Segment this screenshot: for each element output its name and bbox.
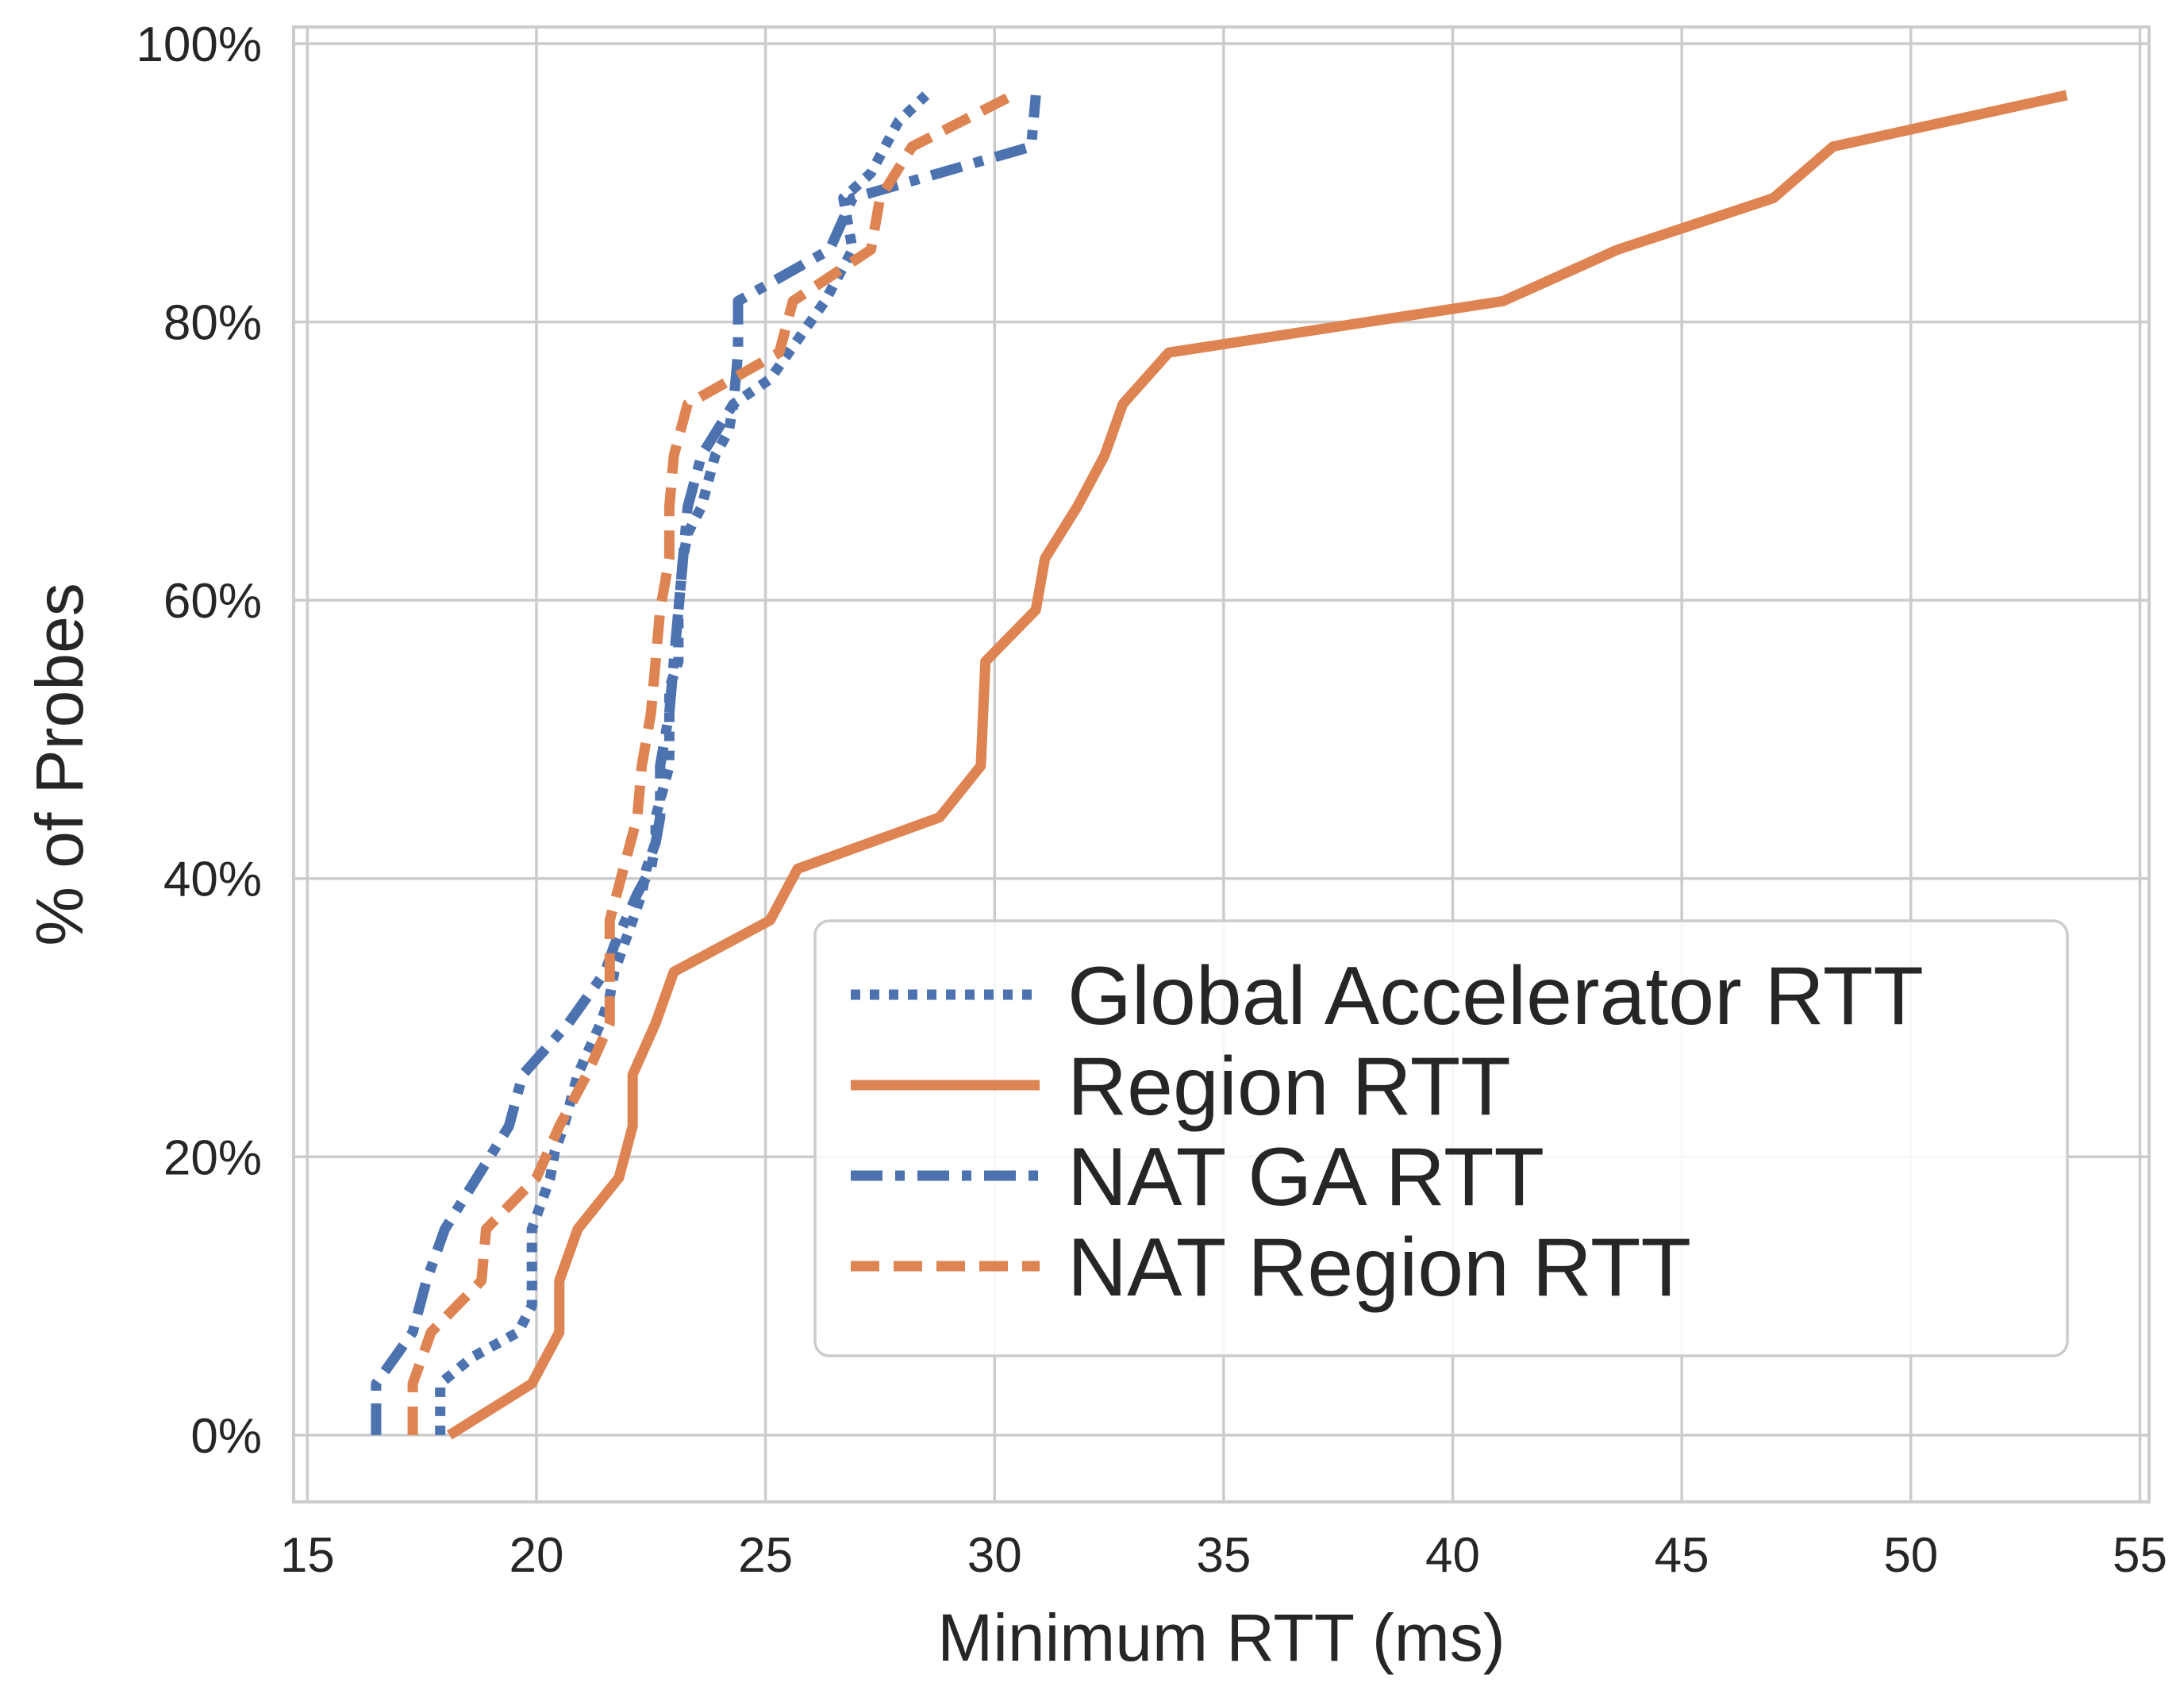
legend-label-4: NAT Region RTT (1067, 1222, 1691, 1314)
series-lines (371, 90, 2068, 1440)
series-line-2 (446, 90, 2068, 1440)
x-tick-label: 20 (509, 1528, 563, 1583)
y-tick-label: 20% (163, 1130, 262, 1185)
grid (294, 27, 2149, 1502)
x-tick-label: 35 (1196, 1528, 1251, 1583)
x-tick-label: 25 (738, 1528, 793, 1583)
x-tick-label: 50 (1883, 1528, 1938, 1583)
tick-labels: 15 20 25 30 35 40 45 50 55 0% 20% 40% 60% 80% 100% (136, 17, 2167, 1583)
y-tick-label: 40% (163, 853, 262, 907)
y-tick-label: 60% (163, 574, 262, 629)
legend-label-1: Global Accelerator RTT (1067, 950, 1924, 1042)
x-tick-label: 45 (1655, 1528, 1709, 1583)
x-tick-label: 30 (967, 1528, 1022, 1583)
x-axis-label: Minimum RTT (ms) (937, 1600, 1505, 1675)
legend-label-3: NAT GA RTT (1067, 1131, 1544, 1223)
series-line-1 (435, 91, 930, 1435)
series-line-3 (371, 94, 1041, 1435)
x-tick-label: 15 (280, 1528, 335, 1583)
x-tick-label: 40 (1425, 1528, 1480, 1583)
y-tick-label: 0% (190, 1409, 262, 1464)
y-tick-label: 80% (163, 296, 262, 351)
x-tick-label: 55 (2113, 1528, 2167, 1583)
plot-frame (292, 25, 2151, 1503)
legend-label-2: Region RTT (1067, 1041, 1511, 1133)
y-axis-label: % of Probes (22, 583, 97, 946)
legend-box (813, 919, 2069, 1357)
series-line-4 (407, 90, 1016, 1435)
y-tick-label: 100% (136, 17, 262, 72)
